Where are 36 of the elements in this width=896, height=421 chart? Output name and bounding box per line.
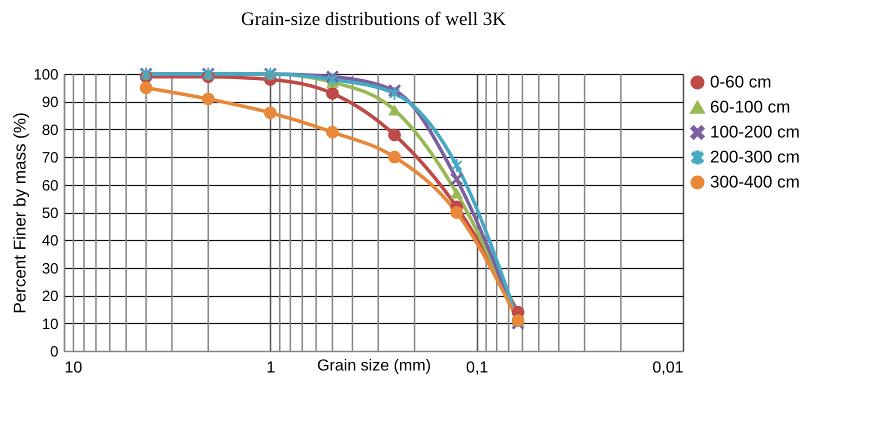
y-tick-label: 50 [42, 205, 58, 222]
legend-label: 100-200 cm [710, 122, 800, 142]
legend-label: 60-100 cm [710, 98, 790, 116]
x-tick-label: 0,01 [652, 360, 684, 376]
point [202, 92, 215, 106]
legend-label: 0-60 cm [710, 72, 772, 92]
x-tick-label: 0,1 [466, 360, 488, 376]
point [451, 159, 462, 172]
point [388, 128, 401, 142]
y-tick-label: 40 [42, 232, 58, 250]
point [326, 87, 339, 100]
y-tick-label: 60 [42, 177, 58, 194]
x-axis-title: Grain size (mm) [317, 358, 431, 374]
point [326, 126, 339, 138]
point [450, 172, 463, 186]
y-axis-title: Percent Finer by mass (%) [10, 112, 30, 314]
point [327, 73, 338, 86]
y-tick-label: 0 [50, 344, 58, 360]
x-tick-label: 1 [266, 360, 276, 376]
legend-label: 200-300 cm [710, 148, 800, 166]
point [388, 150, 401, 164]
point [389, 87, 400, 100]
x-tick-label: 10 [64, 360, 82, 376]
point [450, 206, 463, 219]
y-tick-label: 30 [42, 260, 58, 278]
point [450, 188, 463, 199]
y-tick-label: 90 [42, 94, 58, 112]
y-tick-label: 80 [42, 122, 58, 139]
y-tick-label: 100 [33, 66, 58, 84]
y-tick-label: 10 [42, 316, 58, 333]
point [140, 82, 152, 94]
point [264, 106, 277, 120]
legend-label: 300-400 cm [710, 172, 800, 192]
chart-title: Grain-size distributions of well 3K [241, 9, 506, 30]
y-tick-label: 70 [42, 150, 58, 167]
y-tick-label: 20 [42, 288, 58, 306]
